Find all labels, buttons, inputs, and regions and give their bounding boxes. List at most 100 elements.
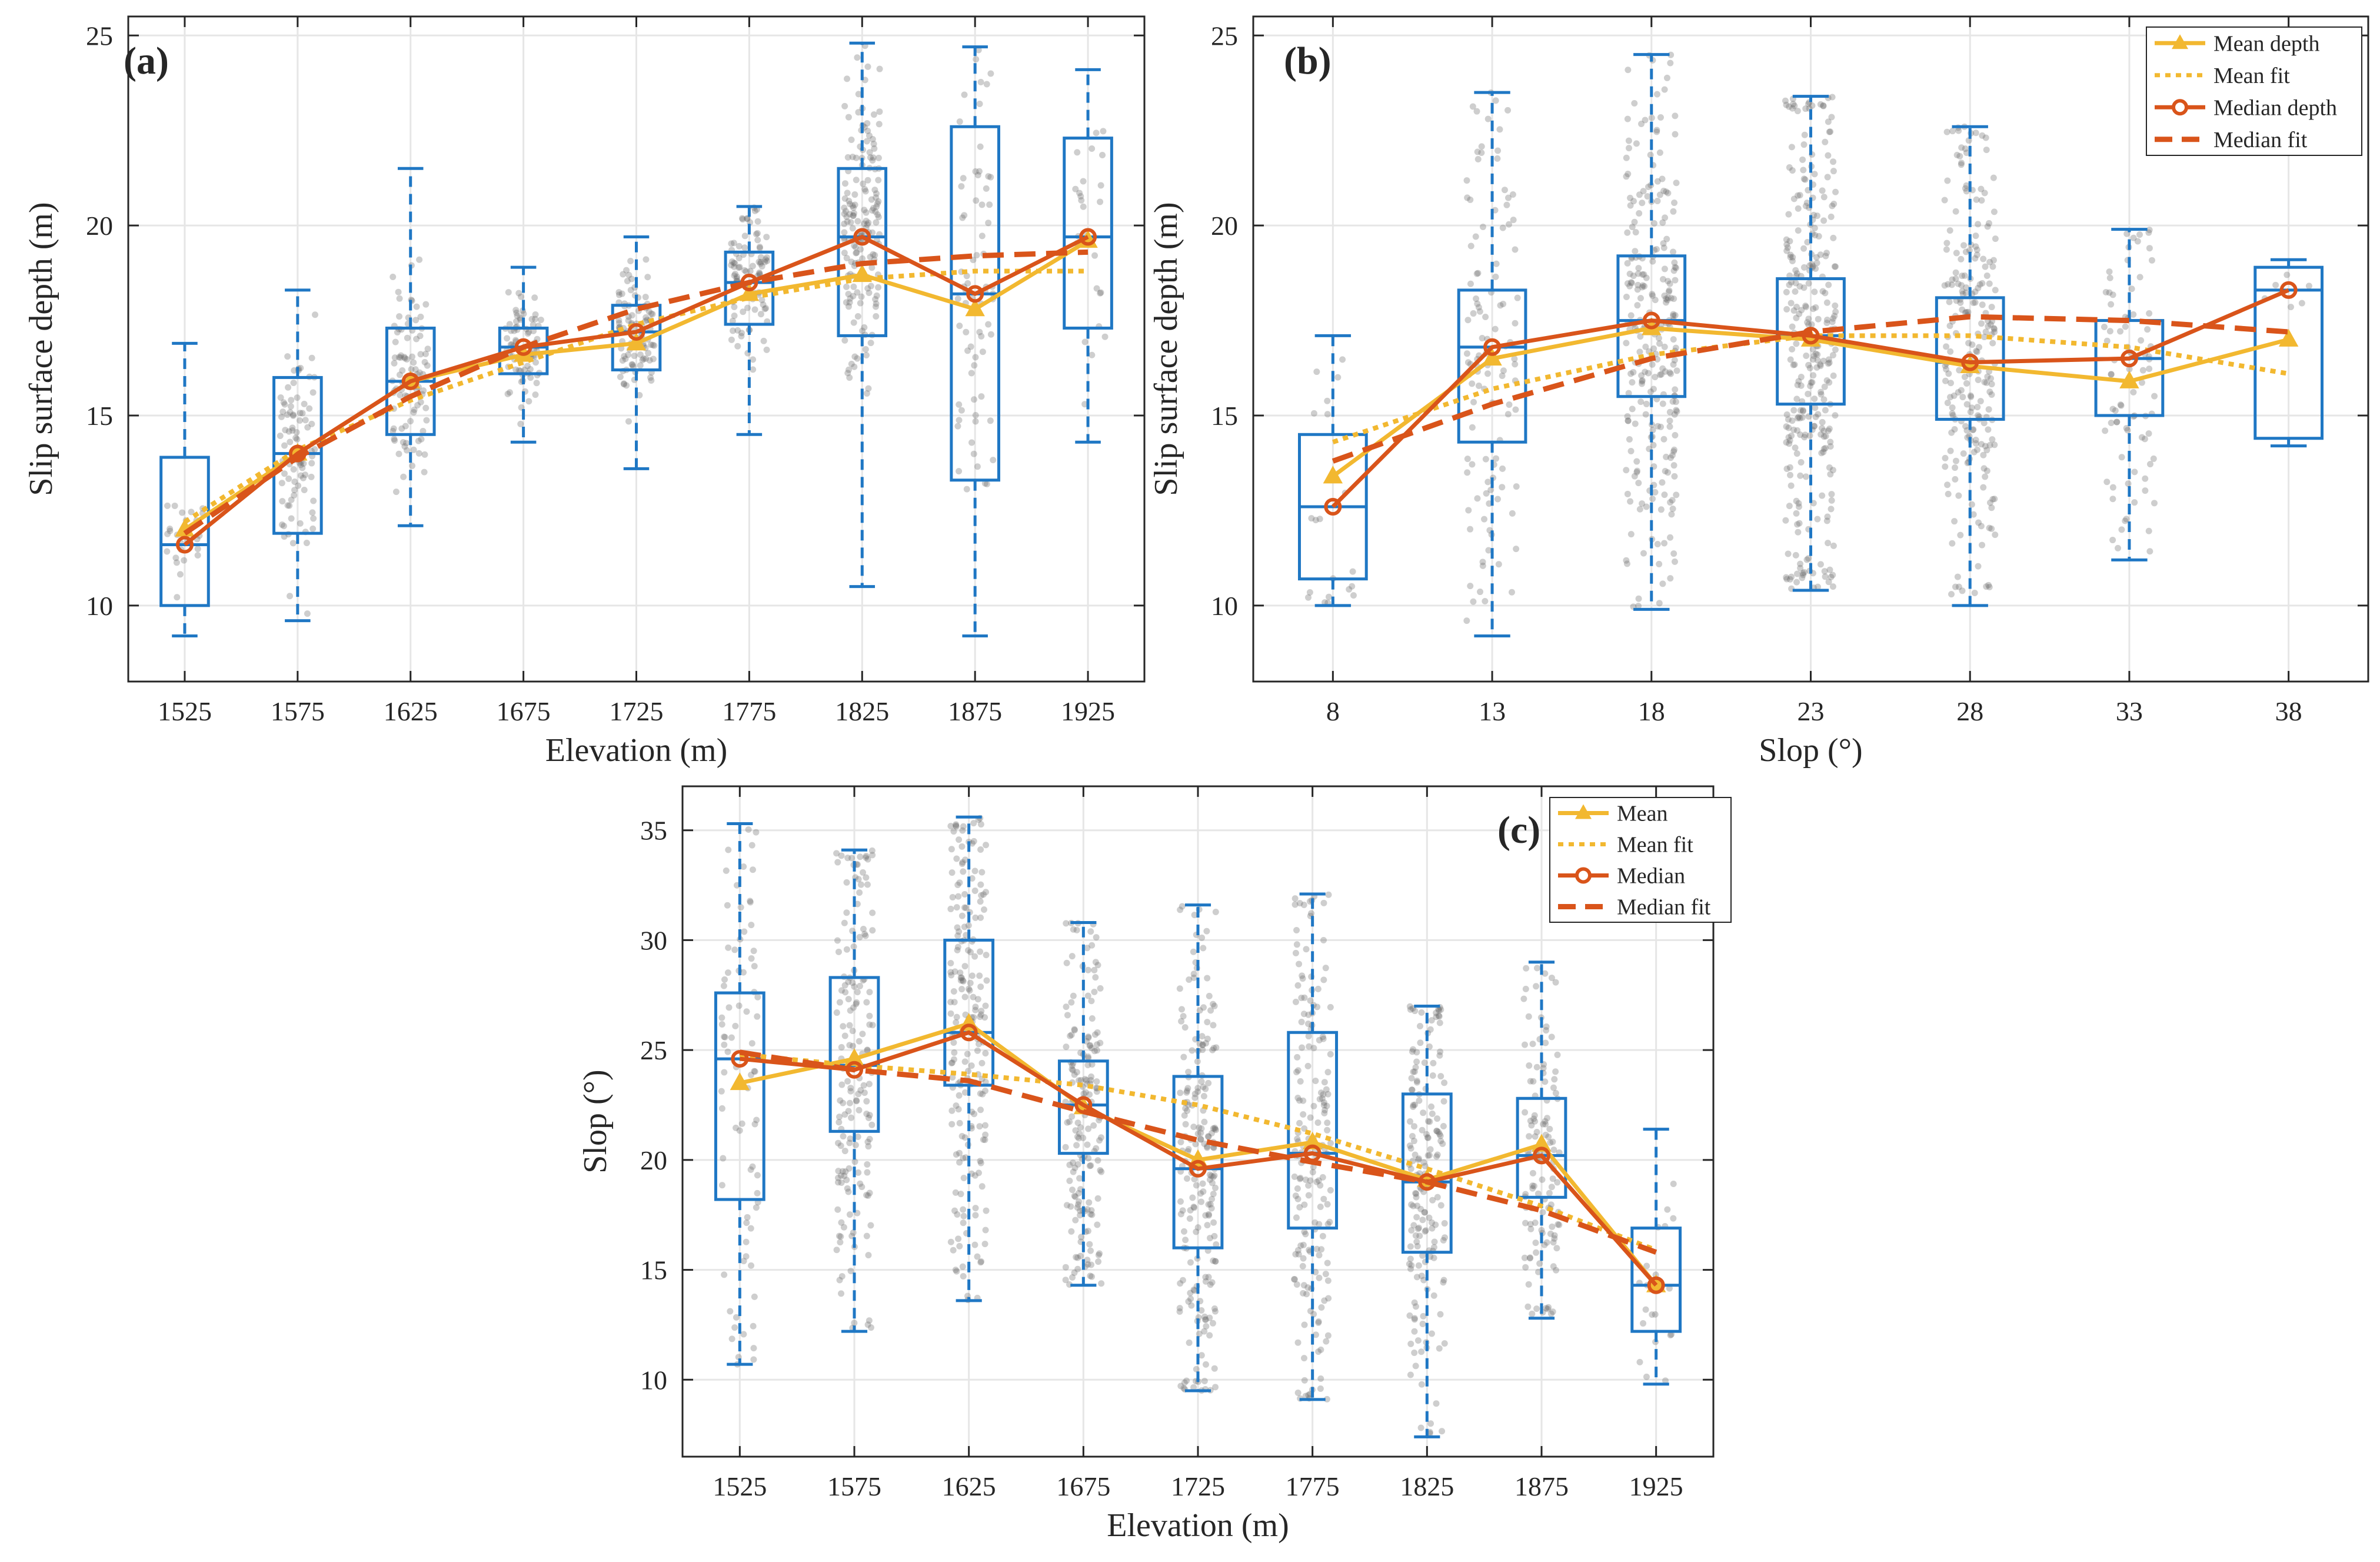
scatter-point	[872, 208, 879, 215]
scatter-point	[281, 470, 288, 477]
scatter-point	[1955, 280, 1962, 287]
legend-entry: Median	[1617, 864, 1685, 889]
scatter-point	[854, 355, 861, 362]
scatter-point	[1210, 1022, 1217, 1029]
scatter-point	[1413, 1238, 1420, 1245]
scatter-point	[1822, 573, 1829, 580]
scatter-point	[956, 323, 963, 330]
scatter-point	[1182, 1105, 1189, 1112]
scatter-point	[1795, 227, 1802, 234]
scatter-point	[1293, 1214, 1300, 1221]
scatter-point	[1437, 1006, 1444, 1013]
scatter-point	[1476, 308, 1483, 315]
scatter-point	[1429, 1197, 1436, 1204]
scatter-point	[1653, 91, 1660, 98]
scatter-point	[1212, 908, 1219, 915]
scatter-point	[971, 1241, 978, 1248]
scatter-point	[1963, 188, 1970, 195]
scatter-point	[1473, 270, 1480, 277]
scatter-point	[977, 1106, 984, 1114]
scatter-point	[957, 974, 964, 981]
scatter-point	[977, 1090, 984, 1097]
scatter-point	[863, 999, 870, 1006]
scatter-point	[1548, 1184, 1555, 1191]
scatter-point	[1190, 974, 1197, 981]
scatter-point	[1812, 413, 1819, 420]
scatter-point	[843, 879, 850, 886]
scatter-point	[1965, 340, 1972, 347]
scatter-point	[647, 374, 654, 381]
scatter-point	[841, 195, 848, 202]
scatter-point	[1943, 240, 1950, 247]
scatter-point	[1428, 1330, 1435, 1337]
scatter-point	[1973, 348, 1980, 355]
scatter-point	[1191, 912, 1198, 919]
scatter-point	[1202, 1212, 1209, 1219]
scatter-point	[1541, 1241, 1548, 1248]
scatter-point	[862, 932, 869, 939]
scatter-point	[395, 288, 402, 295]
scatter-point	[1666, 369, 1673, 376]
scatter-point	[1944, 177, 1951, 184]
scatter-point	[1522, 1191, 1529, 1198]
scatter-point	[1988, 525, 1995, 532]
scatter-point	[1416, 1097, 1423, 1104]
scatter-point	[1631, 473, 1638, 480]
scatter-point	[1086, 1241, 1093, 1248]
scatter-point	[978, 1258, 985, 1265]
scatter-point	[954, 1211, 961, 1218]
scatter-point	[1198, 1198, 1205, 1205]
scatter-point	[1789, 254, 1796, 261]
panel-a-y-tick-label: 20	[86, 211, 113, 241]
scatter-point	[1812, 265, 1819, 272]
scatter-point	[979, 1091, 986, 1098]
scatter-point	[1084, 1228, 1091, 1235]
scatter-point	[861, 324, 868, 331]
scatter-point	[1794, 427, 1801, 434]
scatter-point	[1972, 440, 1979, 447]
scatter-point	[1320, 1035, 1327, 1042]
scatter-point	[1786, 281, 1793, 288]
scatter-point	[1991, 441, 1998, 448]
scatter-point	[960, 1206, 967, 1213]
scatter-point	[751, 207, 758, 214]
scatter-point	[981, 1241, 988, 1248]
scatter-point	[1310, 1164, 1317, 1171]
scatter-point	[1180, 1228, 1187, 1235]
scatter-point	[1670, 1215, 1677, 1222]
scatter-point	[1673, 264, 1680, 271]
scatter-point	[1430, 1254, 1437, 1261]
scatter-point	[1317, 1182, 1324, 1189]
scatter-point	[1820, 357, 1827, 364]
scatter-point	[1783, 423, 1790, 430]
scatter-point	[1663, 453, 1670, 460]
scatter-point	[2109, 291, 2116, 298]
scatter-point	[1074, 1119, 1081, 1126]
scatter-point	[1087, 1076, 1094, 1084]
scatter-point	[625, 317, 632, 324]
scatter-point	[1793, 579, 1800, 586]
scatter-point	[977, 1259, 984, 1266]
scatter-point	[2122, 323, 2129, 330]
scatter-point	[1191, 1094, 1199, 1101]
scatter-point	[857, 881, 864, 888]
scatter-point	[1666, 408, 1673, 416]
scatter-point	[1670, 550, 1677, 557]
scatter-point	[1410, 1138, 1417, 1145]
scatter-point	[1787, 254, 1794, 261]
scatter-point	[1492, 325, 1499, 333]
scatter-point	[1463, 177, 1470, 184]
panel-a-series-median-fit	[183, 249, 1089, 536]
scatter-point	[1316, 1221, 1323, 1228]
scatter-point	[1181, 1024, 1189, 1031]
scatter-point	[1962, 185, 1969, 192]
scatter-point	[302, 471, 309, 478]
scatter-point	[1479, 223, 1486, 230]
scatter-point	[866, 289, 873, 296]
mean-marker	[844, 1048, 864, 1066]
scatter-point	[1211, 1125, 1219, 1132]
scatter-point	[1197, 1136, 1204, 1143]
panel-a-x-tick-label: 1525	[158, 696, 212, 726]
scatter-point	[764, 257, 771, 264]
scatter-point	[1989, 340, 1996, 347]
